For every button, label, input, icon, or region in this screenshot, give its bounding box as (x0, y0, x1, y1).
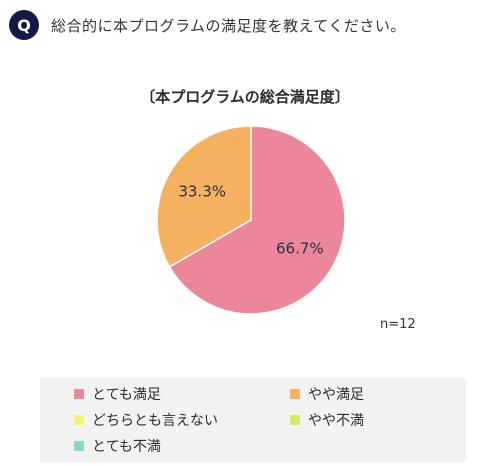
legend-label: とても満足 (92, 387, 161, 403)
legend-label: やや満足 (308, 387, 364, 403)
pie-chart: 〔本プログラムの総合満足度〕 66.7% 33.3% n=12 (140, 88, 416, 332)
legend-swatch (290, 389, 300, 399)
data-label-somewhat-satisfied: 33.3% (178, 183, 226, 201)
legend-swatch (74, 389, 84, 399)
chart-title: 〔本プログラムの総合満足度〕 (140, 88, 350, 106)
legend-item-very-dissatisfied: とても不満 (74, 436, 161, 456)
pie-slice-somewhat-satisfied (156, 125, 252, 268)
legend-label: とても不満 (92, 439, 161, 455)
legend-item-somewhat-satisfied: やや満足 (290, 384, 364, 404)
legend-label: どちらとも言えない (92, 413, 218, 429)
sample-size-label: n=12 (380, 317, 416, 332)
legend-swatch (290, 415, 300, 425)
legend-swatch (74, 415, 84, 425)
legend-item-neutral: どちらとも言えない (74, 410, 218, 430)
question-badge: Q (9, 10, 39, 40)
pie-slices (156, 125, 346, 315)
pie-labels: 66.7% 33.3% (178, 183, 323, 258)
legend-item-very-satisfied: とても満足 (74, 384, 161, 404)
legend-label: やや不満 (308, 413, 364, 429)
pie-slice-very-satisfied (168, 125, 346, 315)
legend-item-somewhat-dissatisfied: やや不満 (290, 410, 364, 430)
chart-legend: とても満足 やや満足どちらとも言えない やや不満とても不満 (40, 378, 466, 462)
question-header: Q 総合的に本プログラムの満足度を教えてください。 (9, 8, 406, 42)
legend-swatch (74, 441, 84, 451)
data-label-very-satisfied: 66.7% (276, 239, 324, 257)
question-text: 総合的に本プログラムの満足度を教えてください。 (51, 16, 406, 35)
